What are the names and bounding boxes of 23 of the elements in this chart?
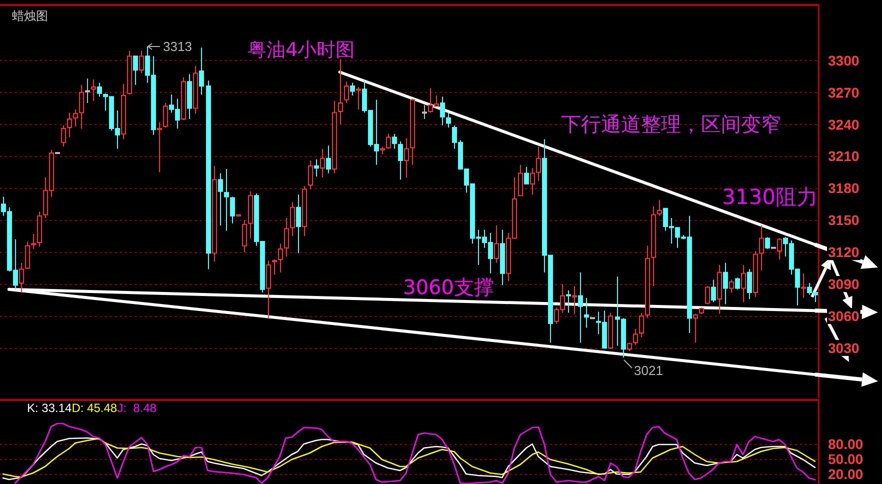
y-tick-label: 50.00 bbox=[828, 451, 864, 467]
y-tick-label: 3180 bbox=[828, 180, 860, 196]
y-tick-label: 3120 bbox=[828, 244, 860, 260]
annotation: 蜡烛图 bbox=[12, 9, 48, 23]
y-tick-label: 3240 bbox=[828, 116, 860, 132]
annotation: 3130阻力 bbox=[722, 185, 818, 209]
y-tick-label: 3270 bbox=[828, 84, 860, 100]
y-tick-label: 3060 bbox=[828, 308, 860, 324]
annotation: 3313 bbox=[163, 39, 192, 54]
y-tick-label: 80.00 bbox=[828, 436, 864, 452]
y-tick-label: 3210 bbox=[828, 148, 860, 164]
y-tick-label: 3150 bbox=[828, 212, 860, 228]
y-tick-label: 20.00 bbox=[828, 466, 864, 482]
y-tick-label: 3030 bbox=[828, 340, 860, 356]
text: D: 45.48 bbox=[72, 401, 118, 415]
series-label: K: 33.14 bbox=[27, 401, 72, 415]
y-tick-label: 3300 bbox=[828, 52, 860, 68]
text: J: 8.48 bbox=[117, 401, 157, 415]
annotation: 3060支撑 bbox=[403, 275, 494, 299]
annotation: 3021 bbox=[634, 363, 663, 378]
y-tick-label: 3090 bbox=[828, 276, 860, 292]
text: 粤油4小时图 bbox=[247, 39, 355, 61]
annotation: 下行通道整理，区间变窄 bbox=[561, 112, 781, 136]
